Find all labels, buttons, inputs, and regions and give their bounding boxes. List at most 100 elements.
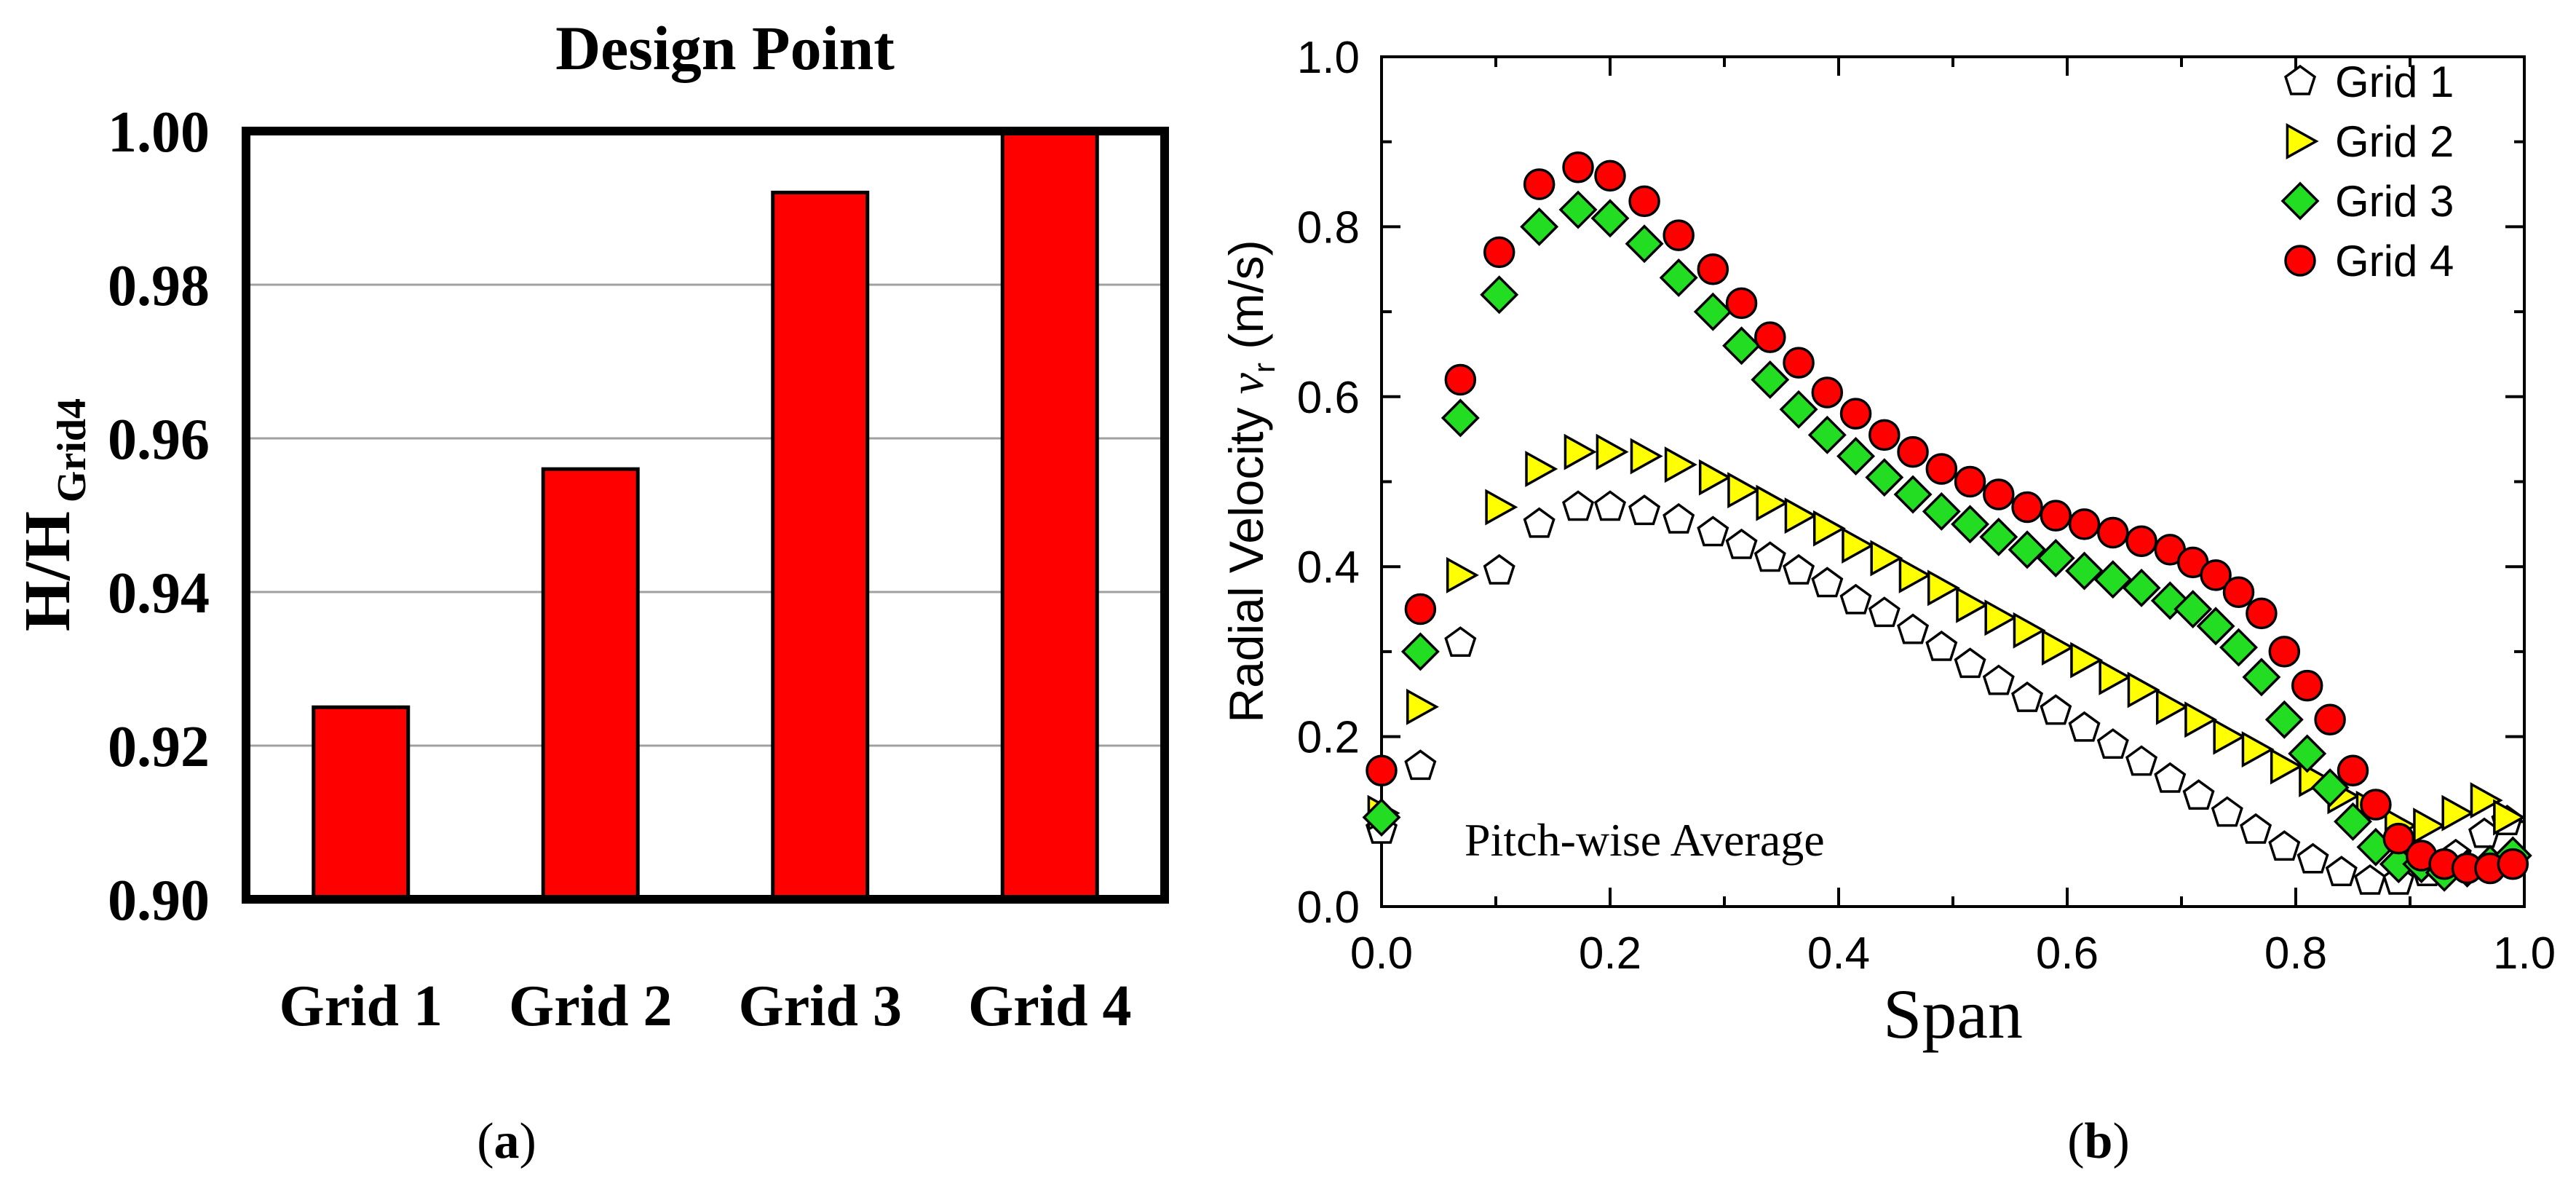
chart-b-point (2096, 728, 2129, 759)
chart-b-point (1593, 490, 1627, 521)
chart-a-bar (312, 705, 411, 901)
chart-b-point (2041, 629, 2074, 666)
chart-b-point (1444, 626, 1477, 657)
chart-b-point (1897, 613, 1930, 644)
chart-b-point (2127, 671, 2160, 709)
chart-b-point (1811, 376, 1844, 408)
caption-b: (b) (2067, 1113, 2130, 1169)
chart-b-point (1754, 321, 1786, 353)
chart-b-point (1628, 185, 1660, 218)
chart-a-ylabel-main: H/H (12, 511, 84, 631)
chart-a-y-tick-label: 0.92 (108, 715, 210, 779)
chart-b-point (1446, 556, 1479, 593)
chart-b-point (1870, 540, 1903, 577)
chart-b-series (1362, 151, 2532, 895)
chart-a-bar (771, 190, 870, 901)
chart-b-point (1812, 510, 1846, 547)
chart-b-point (1628, 494, 1661, 526)
chart-b-point (2070, 642, 2104, 679)
chart-a-y-tick-labels: 0.90 0.92 0.94 0.96 0.98 1.00 (108, 100, 210, 933)
chart-b-point (2184, 701, 2218, 738)
chart-a-category-labels: Grid 1 Grid 2 Grid 3 Grid 4 (280, 974, 1132, 1038)
chart-b-point (2241, 731, 2275, 768)
chart-b-point (1562, 151, 1594, 183)
chart-b-point (1404, 749, 1437, 781)
chart-b-point (1925, 453, 1958, 485)
chart-b-point (1480, 275, 1519, 315)
chart-a-bar (541, 467, 640, 901)
chart-b-point (1839, 398, 1872, 430)
chart-b-legend-label: Grid 2 (2335, 117, 2454, 166)
chart-b-point (1753, 541, 1786, 572)
chart-b-point (1756, 484, 1789, 521)
panel-b-scatter-plot: 0.0 0.2 0.4 0.6 0.8 1.0 0.0 0.2 0.4 0.6 0.8 1.0 Pi… (1219, 33, 2556, 1169)
chart-b-point (2040, 694, 2072, 725)
chart-b-point (2213, 718, 2246, 755)
chart-b-point (2246, 597, 2278, 630)
chart-b-point (1404, 593, 1437, 625)
chart-b-point (2173, 590, 2213, 629)
chart-b-point (1842, 527, 1875, 564)
chart-b-y-tick-label: 1.0 (1297, 33, 1360, 83)
chart-b-point (1925, 630, 1958, 661)
chart-b-point (2270, 748, 2303, 785)
chart-b-ylabel-var: v (1221, 372, 1274, 394)
chart-b-point (1868, 596, 1901, 628)
chart-b-point (1751, 360, 1790, 399)
chart-b-point (2314, 703, 2346, 736)
chart-b-point (1954, 647, 1986, 679)
chart-b-point (1922, 492, 1961, 531)
chart-b-x-tick-label: 0.2 (1579, 928, 1641, 979)
chart-b-legend-label: Grid 1 (2335, 58, 2454, 106)
chart-b-point (1693, 292, 1732, 331)
chart-b-x-tick-label: 1.0 (2493, 928, 2556, 979)
chart-b-point (1590, 199, 1630, 238)
chart-b-annotation: Pitch-wise Average (1465, 814, 1825, 866)
chart-b-point (1725, 287, 1758, 320)
chart-b-point (1366, 754, 1398, 787)
chart-b-point (2125, 745, 2158, 776)
chart-b-point (1807, 415, 1847, 454)
chart-b-point (2125, 525, 2157, 557)
chart-b-point (1362, 797, 1401, 837)
chart-a-category-label: Grid 3 (739, 974, 902, 1038)
chart-b-point (1839, 583, 1872, 615)
chart-b-point (2296, 842, 2329, 874)
chart-b-point (1483, 553, 1515, 585)
chart-b-point (2470, 782, 2503, 819)
chart-b-legend-marker (2280, 181, 2320, 221)
chart-b-point (1984, 599, 2018, 636)
chart-a-y-tick-label: 0.94 (108, 561, 210, 625)
chart-b-point (1898, 556, 1932, 593)
chart-b-point (1562, 490, 1595, 521)
chart-b-point (1836, 437, 1876, 475)
panel-a-bar-chart: Design Point 0.90 0.92 0.94 0.96 0.98 1.00 Gr… (12, 13, 1169, 1169)
chart-b-point (2325, 856, 2358, 887)
chart-b-point (1779, 390, 1818, 429)
chart-b-point (2065, 551, 2104, 591)
chart-b-point (1483, 236, 1515, 269)
chart-b-y-tick-labels: 0.0 0.2 0.4 0.6 0.8 1.0 (1297, 33, 1360, 933)
chart-b-point (1868, 419, 1901, 451)
chart-b-point (1520, 207, 1559, 246)
chart-a-bars (312, 129, 1099, 901)
chart-b-point (2200, 559, 2232, 591)
chart-b-point (1525, 451, 1558, 487)
chart-a-category-label: Grid 2 (509, 974, 672, 1038)
chart-b-point (1893, 475, 1933, 514)
chart-b-point (1954, 465, 1986, 498)
chart-b-legend: Grid 1 Grid 2 Grid 3 Grid 4 (2280, 58, 2454, 285)
chart-b-point (1983, 478, 2015, 510)
chart-b-point (1783, 347, 1815, 379)
chart-b-point (1594, 159, 1626, 192)
chart-a-y-tick-label: 0.96 (108, 408, 210, 472)
chart-b-x-tick-labels: 0.0 0.2 0.4 0.6 0.8 1.0 (1350, 928, 2556, 979)
chart-b-point (2441, 794, 2475, 832)
chart-b-point (2093, 560, 2133, 599)
chart-b-y-tick-label: 0.4 (1297, 542, 1360, 593)
chart-b-point (2337, 754, 2369, 787)
chart-b-y-tick-label: 0.6 (1297, 373, 1360, 423)
chart-b-point (1784, 497, 1818, 534)
chart-b-point (1400, 632, 1440, 671)
chart-b-point (1697, 516, 1729, 547)
